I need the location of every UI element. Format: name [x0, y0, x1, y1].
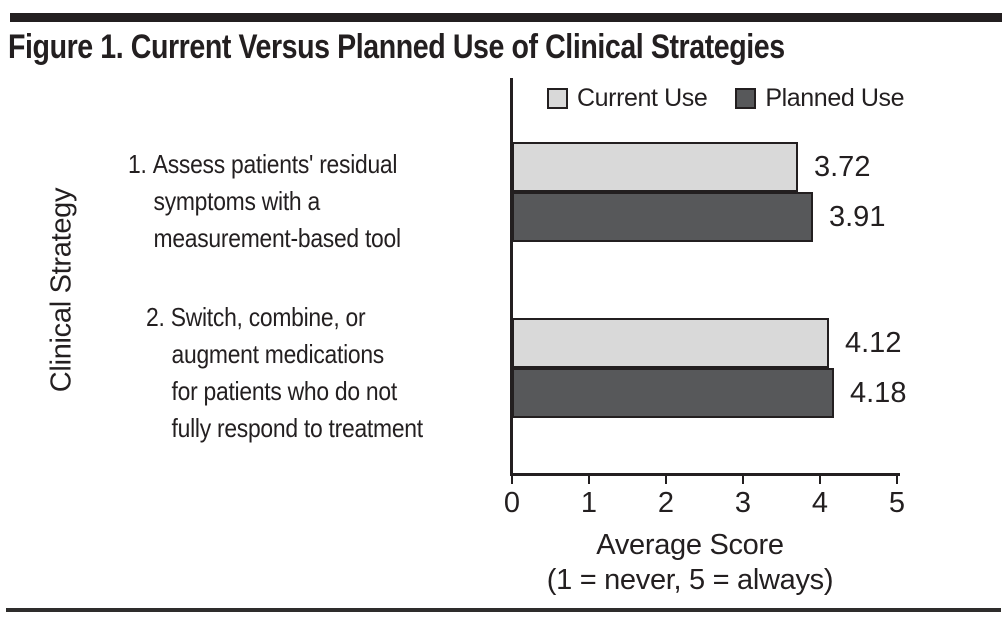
x-tick-label: 0 [503, 487, 521, 519]
category-text: Switch, combine, or [170, 302, 366, 332]
legend-item-current-use: Current Use [547, 84, 708, 113]
x-tick-mark [511, 473, 513, 484]
y-axis-title: Clinical Strategy [45, 187, 78, 393]
x-tick-mark [665, 473, 667, 484]
top-rule [10, 13, 1002, 22]
x-tick-label: 3 [734, 487, 752, 519]
x-tick-mark [819, 473, 821, 484]
legend-swatch-icon [547, 88, 568, 109]
x-axis-title: Average Score (1 = never, 5 = always) [440, 528, 940, 598]
category-number: 1. [128, 149, 147, 179]
category-label-line: measurement-based tool [153, 223, 402, 253]
current-use-bar [512, 318, 829, 368]
x-tick-mark [588, 473, 590, 484]
y-axis-line [510, 78, 513, 476]
bar-value-label: 3.91 [829, 201, 886, 233]
bar-value-label: 4.18 [850, 377, 907, 409]
bottom-rule [6, 608, 1001, 612]
category-label: 2. Switch, combine, or augment medications… [146, 299, 423, 447]
planned-use-bar [512, 192, 813, 242]
category-label-line: for patients who do not [171, 376, 398, 406]
legend-swatch-icon [735, 88, 757, 109]
current-use-bar [512, 142, 798, 192]
x-tick-label: 1 [580, 487, 598, 519]
category-label-line: augment medications [171, 339, 385, 369]
legend: Current Use Planned Use [547, 84, 905, 113]
x-tick-label: 2 [657, 487, 675, 519]
x-tick-label: 4 [811, 487, 829, 519]
category-label: 1. Assess patients' residual symptoms with… [128, 146, 401, 257]
x-tick-mark [896, 473, 898, 484]
legend-label: Current Use [577, 84, 708, 112]
x-tick-label: 5 [888, 487, 906, 519]
figure-title: Figure 1. Current Versus Planned Use of … [8, 28, 785, 66]
x-axis-title-line1: Average Score [596, 529, 784, 561]
category-number: 2. [146, 302, 165, 332]
legend-label: Planned Use [765, 84, 905, 112]
category-label-line: symptoms with a [153, 186, 321, 216]
bar-value-label: 3.72 [814, 151, 871, 183]
category-label-line: 2. Switch, combine, or [146, 299, 423, 336]
x-axis-line [510, 473, 900, 476]
category-label-line: 1. Assess patients' residual [128, 146, 401, 183]
bar-value-label: 4.12 [845, 327, 902, 359]
x-tick-mark [742, 473, 744, 484]
x-axis-title-line2: (1 = never, 5 = always) [546, 564, 834, 596]
legend-item-planned-use: Planned Use [735, 84, 905, 113]
category-text: Assess patients' residual [152, 149, 398, 179]
planned-use-bar [512, 368, 834, 418]
category-label-line: fully respond to treatment [171, 413, 424, 443]
